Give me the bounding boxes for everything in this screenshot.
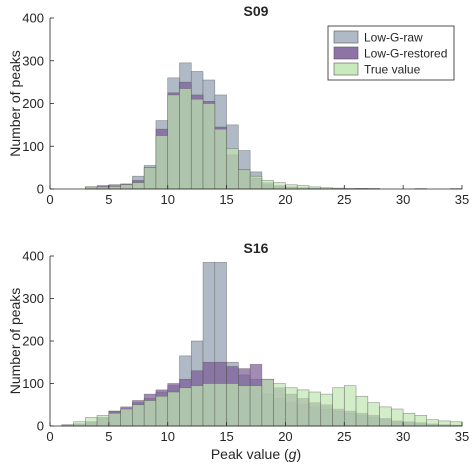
bar [261,180,274,190]
bar [143,400,157,427]
bar [308,391,322,427]
legend-swatch [333,62,359,76]
x-tick-label: 5 [105,192,112,207]
bar [214,128,227,190]
bar [214,383,227,427]
legend-swatch [333,30,359,44]
x-tick-label: 20 [278,429,292,444]
x-tick-label: 25 [337,192,351,207]
legend-swatch [333,46,359,60]
y-tick-label: 200 [22,334,44,349]
bar [73,421,86,427]
bar [202,383,216,427]
y-tick-label: 100 [22,139,44,154]
bar [155,135,169,190]
bar [320,393,333,427]
legend: Low-G-raw Low-G-restored True value [327,25,455,81]
x-tick-label: 15 [219,192,233,207]
bar [332,387,345,427]
bar [402,412,416,427]
series-true-value [61,378,463,427]
bar [367,402,380,427]
bar [179,387,192,427]
bar [202,103,216,190]
bar [355,395,369,427]
bar [261,378,274,427]
bar [85,417,98,427]
x-tick-label: 0 [46,192,53,207]
x-tick-label: 30 [396,192,410,207]
bar [143,167,157,190]
bar [273,383,286,427]
chart-title: S09 [244,3,269,19]
x-tick-label: 30 [396,429,410,444]
y-tick-label: 300 [22,291,44,306]
bar [120,184,133,190]
x-tick-label: 35 [455,429,469,444]
panel-s16: 0 5 10 15 20 25 30 35 0 100 200 300 400 S16 Number of … [7,240,469,462]
bar [296,185,310,190]
bar [391,408,404,427]
x-tick-label: 10 [160,192,174,207]
bar [132,404,145,427]
bar [249,175,263,190]
bar [190,98,204,190]
bar [449,421,463,427]
bar [132,182,145,190]
y-axis-label: Number of peaks [7,50,23,157]
bar [120,408,133,427]
chart-title: S16 [244,240,269,256]
y-tick-label: 0 [37,419,44,434]
series-low-g-raw [85,62,463,190]
x-tick-label: 10 [160,429,174,444]
bar [426,419,439,427]
y-tick-label: 100 [22,376,44,391]
legend-label: Low-G-restored [364,47,447,61]
bar [249,385,263,427]
x-tick-label: 15 [219,429,233,444]
legend-label: Low-G-raw [364,31,423,45]
bar [414,415,427,427]
bar [285,387,298,427]
x-tick-label: 0 [46,429,53,444]
bar [273,182,286,190]
bar [155,395,169,427]
bar [96,415,110,427]
bar [379,406,392,427]
legend-label: True value [364,63,421,77]
x-tick-label: 25 [337,429,351,444]
y-tick-label: 400 [22,249,44,264]
bar [238,169,251,190]
x-tick-label: 5 [105,429,112,444]
y-axis-label: Number of peaks [7,288,23,395]
y-tick-label: 200 [22,96,44,111]
bar [108,412,121,427]
bar [167,391,180,427]
bar [226,383,239,427]
panel-s09: 0 5 10 15 20 25 30 35 0 100 200 300 400 S09 Number of … [7,3,469,207]
y-tick-label: 0 [37,182,44,197]
bar [167,94,180,190]
bar [296,389,310,427]
x-tick-label: 20 [278,192,292,207]
x-tick-label: 35 [455,192,469,207]
x-axis-label: Peak value (g) [211,446,301,462]
y-tick-label: 400 [22,11,44,26]
bar [285,184,298,190]
y-tick-label: 300 [22,53,44,68]
bar [190,385,204,427]
bar [179,88,192,190]
bar [343,385,357,427]
bar [438,420,451,427]
bar [238,385,251,427]
bar [226,148,239,190]
